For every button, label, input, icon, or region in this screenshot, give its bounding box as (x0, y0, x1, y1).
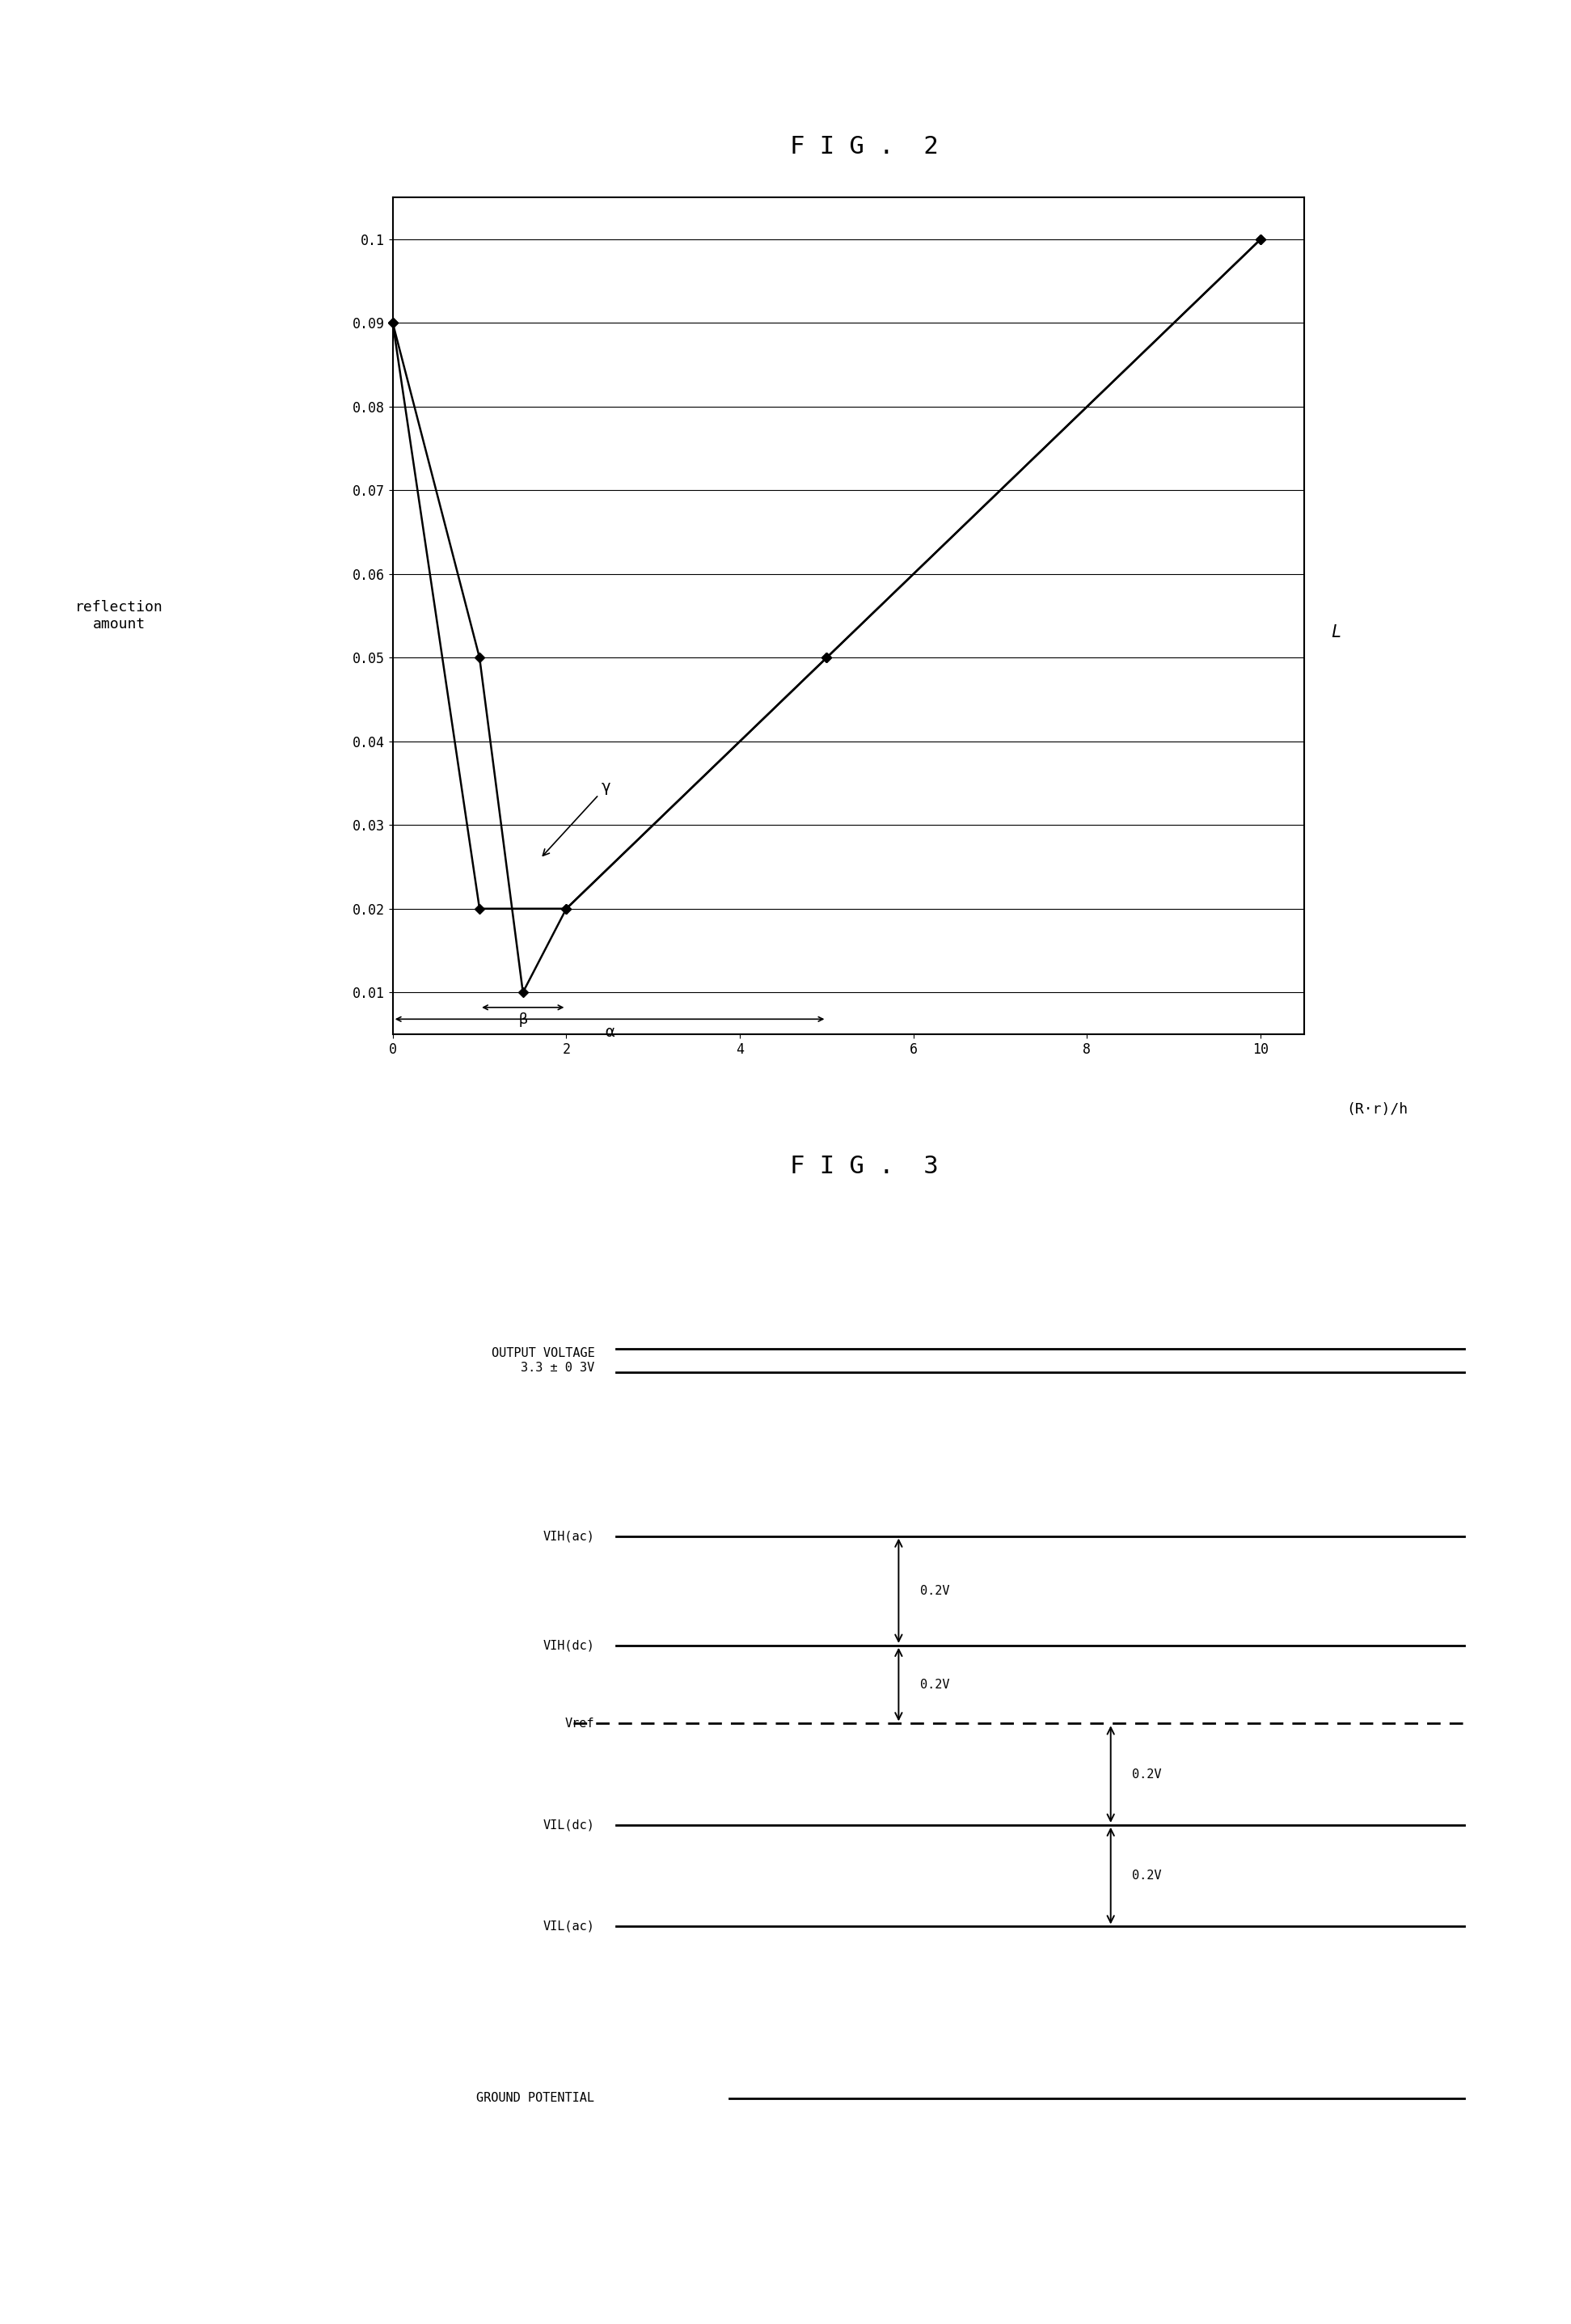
Text: 0.2V: 0.2V (1133, 1769, 1161, 1780)
Text: γ: γ (544, 779, 611, 855)
Text: β: β (518, 1013, 528, 1027)
Text: α: α (605, 1025, 614, 1039)
Text: L: L (1331, 625, 1342, 641)
Text: VIL(ac): VIL(ac) (544, 1920, 594, 1934)
Text: VIL(dc): VIL(dc) (544, 1820, 594, 1831)
Text: 0.2V: 0.2V (921, 1678, 949, 1690)
Text: GROUND POTENTIAL: GROUND POTENTIAL (476, 2092, 594, 2103)
Text: OUTPUT VOLTAGE
3.3 ± 0 3V: OUTPUT VOLTAGE 3.3 ± 0 3V (492, 1348, 594, 1373)
Text: VIH(ac): VIH(ac) (544, 1529, 594, 1543)
Text: (R·r)/h: (R·r)/h (1346, 1102, 1408, 1118)
Text: F I G .  3: F I G . 3 (790, 1155, 938, 1178)
Text: 0.2V: 0.2V (1133, 1871, 1161, 1882)
Text: 0.2V: 0.2V (921, 1585, 949, 1597)
Text: Vref: Vref (566, 1717, 594, 1729)
Text: VIH(dc): VIH(dc) (544, 1638, 594, 1652)
Text: reflection
amount: reflection amount (75, 600, 163, 632)
Text: F I G .  2: F I G . 2 (790, 135, 938, 158)
